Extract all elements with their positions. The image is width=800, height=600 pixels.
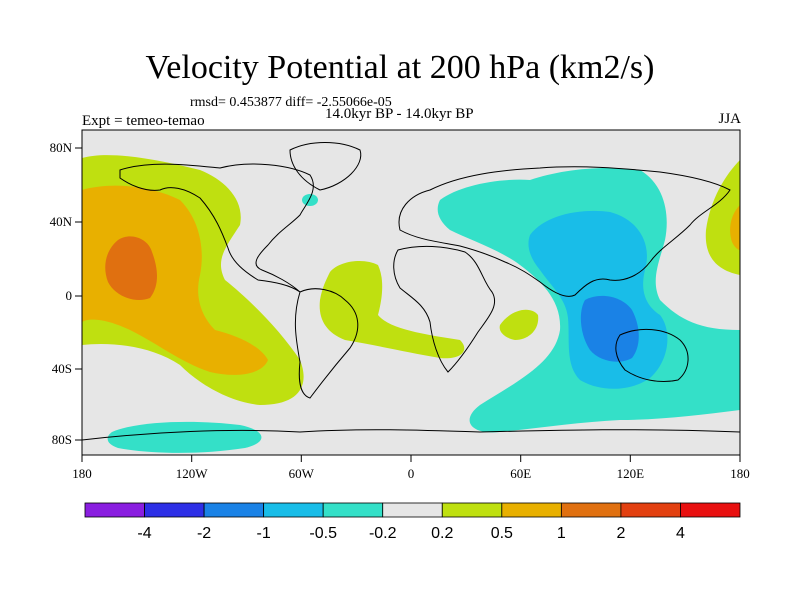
x-tick-label: 0 (408, 466, 415, 481)
x-tick-label: 180 (730, 466, 750, 481)
y-tick-label: 80N (50, 140, 73, 155)
y-axis (75, 147, 82, 441)
map-title: Velocity Potential at 200 hPa (km2/s) (145, 49, 655, 86)
y-tick-labels: 80N 40N 0 40S 80S (50, 140, 73, 447)
colorbar-swatch (203, 502, 265, 518)
colorbar-label: 0.2 (431, 525, 453, 542)
coast-antarctica (82, 429, 740, 441)
colorbar-swatch (144, 502, 205, 518)
colorbar-swatch (322, 502, 384, 518)
colorbar-swatch (680, 502, 741, 518)
x-tick-label: 180 (72, 466, 92, 481)
coast-eurasia (398, 166, 731, 297)
period-text: 14.0kyr BP - 14.0kyr BP (325, 106, 474, 122)
season-label: JJA (718, 111, 741, 127)
contour-negative-blue (580, 295, 639, 362)
y-tick-label: 0 (66, 288, 73, 303)
colorbar-swatch (84, 502, 145, 518)
y-tick-label: 40N (50, 214, 73, 229)
colorbar-swatch (263, 502, 324, 518)
colorbar-label: 2 (616, 525, 625, 542)
colorbar-swatch (382, 502, 443, 518)
colorbar-label: -1 (257, 525, 271, 542)
colorbar-label: -0.2 (369, 525, 397, 542)
experiment-label: Expt = temeo-temao (82, 113, 205, 129)
colorbar-label: -4 (137, 525, 151, 542)
x-tick-label: 60W (289, 466, 315, 481)
contour-orange-pacific (82, 185, 268, 375)
contour-positive-east (705, 160, 740, 275)
x-tick-label: 60E (510, 466, 531, 481)
colorbar: -4 -2 -1 -0.5 -0.2 0.2 0.5 1 2 4 (84, 502, 741, 542)
colorbar-swatch (620, 502, 681, 518)
coast-south-america (294, 288, 359, 399)
colorbar-label: 1 (557, 525, 566, 542)
stats-text: rmsd= 0.453877 diff= -2.55066e-05 (190, 95, 392, 110)
contour-negative-small (302, 194, 318, 206)
y-tick-label: 40S (52, 361, 72, 376)
colorbar-label: -0.5 (309, 525, 337, 542)
coast-australia (615, 328, 689, 383)
colorbar-swatch (501, 502, 562, 518)
contour-orange-east (730, 205, 740, 250)
colorbar-label: 4 (676, 525, 685, 542)
coast-africa (393, 245, 496, 373)
y-tick-label: 80S (52, 432, 72, 447)
contour-fields (82, 155, 740, 453)
coast-north-america (119, 163, 314, 293)
colorbar-swatch (441, 502, 503, 518)
contour-positive-indian (499, 309, 539, 340)
colorbar-swatch (560, 502, 622, 518)
coast-greenland (289, 142, 362, 191)
x-tick-label: 120W (176, 466, 209, 481)
contour-darkorange-pacific (105, 236, 157, 301)
contour-negative-antarctic (107, 421, 262, 453)
coastlines (82, 142, 740, 441)
x-axis (81, 455, 741, 462)
colorbar-label: 0.5 (491, 525, 513, 542)
contour-positive-atlantic (319, 260, 465, 359)
colorbar-label: -2 (197, 525, 211, 542)
x-tick-labels: 180 120W 60W 0 60E 120E 180 (72, 466, 750, 481)
x-tick-label: 120E (617, 466, 645, 481)
